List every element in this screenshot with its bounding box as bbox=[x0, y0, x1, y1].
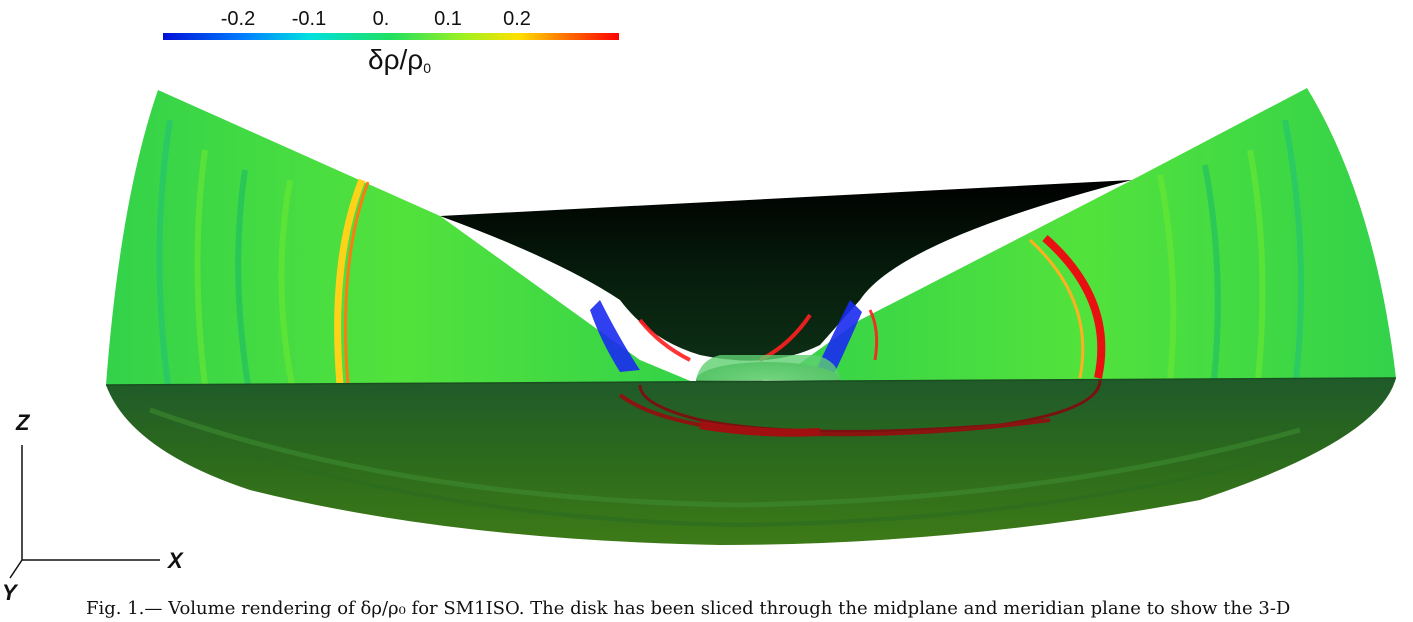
colorbar-tick: 0. bbox=[372, 8, 390, 30]
colorbar-gradient bbox=[163, 33, 619, 40]
cone-surface bbox=[440, 180, 1132, 361]
spiral-arms bbox=[149, 379, 1301, 528]
spiral-arm-strong bbox=[699, 421, 821, 437]
right-wave-front bbox=[1042, 235, 1106, 379]
left-wall bbox=[106, 90, 700, 385]
right-wall bbox=[770, 88, 1396, 385]
axis-label-z: Z bbox=[15, 410, 31, 435]
colorbar-label: δρ/ρ0 bbox=[368, 44, 431, 76]
wall-bands bbox=[156, 119, 1305, 386]
midplane-face bbox=[106, 378, 1396, 545]
axis-label-y: Y bbox=[2, 580, 19, 600]
colorbar-ticks: -0.2 -0.1 0. 0.1 0.2 bbox=[163, 4, 621, 32]
colorbar-tick: 0.1 bbox=[434, 8, 462, 30]
volume-rendering bbox=[105, 88, 1397, 545]
inner-turbulence bbox=[590, 300, 879, 372]
colorbar-label-main: δρ/ρ bbox=[368, 44, 424, 75]
colorbar: -0.2 -0.1 0. 0.1 0.2 δρ/ρ0 bbox=[163, 4, 621, 86]
figure-caption: Fig. 1.— Volume rendering of δρ/ρ₀ for S… bbox=[86, 598, 1291, 619]
colorbar-tick: -0.2 bbox=[220, 8, 256, 30]
colorbar-tick: 0.2 bbox=[503, 8, 531, 30]
left-wave-front bbox=[334, 178, 366, 386]
colorbar-tick: -0.1 bbox=[291, 8, 327, 30]
axes-triad: Z X Y bbox=[2, 410, 184, 600]
colorbar-label-subscript: 0 bbox=[423, 60, 432, 76]
axis-label-x: X bbox=[166, 548, 184, 573]
